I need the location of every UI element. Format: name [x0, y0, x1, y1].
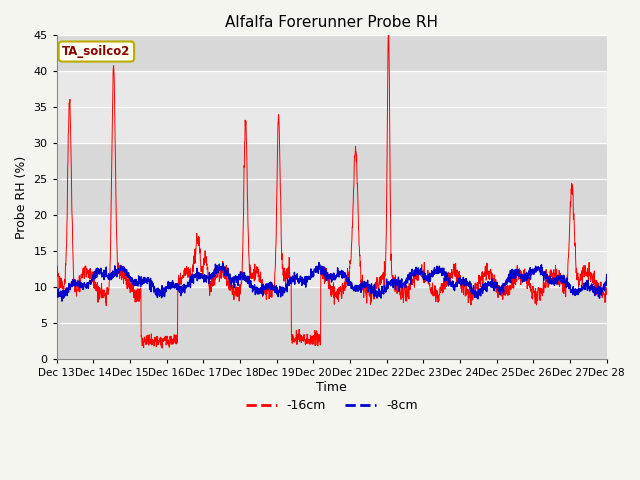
Bar	[57, 143, 607, 215]
X-axis label: Time: Time	[316, 381, 347, 394]
Text: TA_soilco2: TA_soilco2	[62, 45, 131, 58]
Bar	[57, 0, 607, 72]
Bar	[57, 215, 607, 287]
Bar	[57, 287, 607, 359]
Bar	[57, 72, 607, 143]
Legend: -16cm, -8cm: -16cm, -8cm	[241, 395, 423, 418]
Title: Alfalfa Forerunner Probe RH: Alfalfa Forerunner Probe RH	[225, 15, 438, 30]
Y-axis label: Probe RH (%): Probe RH (%)	[15, 156, 28, 239]
